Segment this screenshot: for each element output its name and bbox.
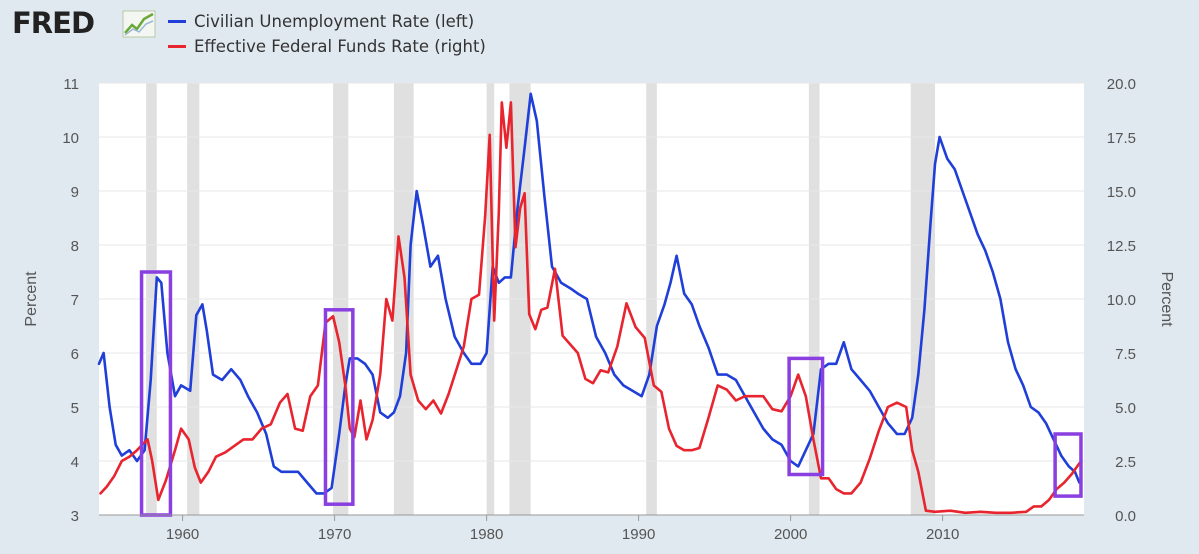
legend-item-unemployment: Civilian Unemployment Rate (left) <box>168 12 474 31</box>
y-left-tick-label: 10 <box>62 130 79 147</box>
x-tick-label: 1980 <box>470 526 503 543</box>
y-right-tick-label: 20.0 <box>1107 76 1136 93</box>
trend-line-icon <box>122 10 156 38</box>
chart-header: FRED Civilian Unemployment Rate (left) E… <box>0 0 1199 70</box>
y-axis-label-right: Percent <box>1158 271 1175 327</box>
y-left-tick-label: 6 <box>71 346 79 363</box>
x-tick-label: 2010 <box>926 526 959 543</box>
fred-logo: FRED <box>12 6 95 40</box>
y-left-tick-label: 8 <box>71 238 79 255</box>
y-left-tick-label: 3 <box>71 508 79 525</box>
y-right-tick-label: 12.5 <box>1107 238 1136 255</box>
x-tick-label: 1990 <box>622 526 655 543</box>
y-left-tick-label: 5 <box>71 400 79 417</box>
y-left-tick-label: 9 <box>71 184 79 201</box>
y-right-tick-label: 10.0 <box>1107 292 1136 309</box>
y-right-tick-label: 7.5 <box>1115 346 1136 363</box>
legend-label-unemployment: Civilian Unemployment Rate (left) <box>194 12 475 31</box>
legend-swatch-red <box>168 45 186 48</box>
y-right-tick-label: 0.0 <box>1115 508 1136 525</box>
y-left-tick-label: 4 <box>71 454 79 471</box>
x-tick-label: 2000 <box>774 526 807 543</box>
fed-funds-rate-line <box>99 101 1081 515</box>
y-right-tick-label: 2.5 <box>1115 454 1136 471</box>
unemployment-rate-line <box>97 92 1081 495</box>
legend-label-fedfunds: Effective Federal Funds Rate (right) <box>194 37 486 56</box>
axes: 3 4 5 6 7 8 9 10 11 0.0 2.5 5.0 7.5 10.0 12.5 15.0 17.5 2… <box>62 76 1136 543</box>
y-right-tick-label: 17.5 <box>1107 130 1136 147</box>
legend-swatch-blue <box>168 20 186 23</box>
x-tick-label: 1970 <box>318 526 351 543</box>
annotation-box-2 <box>787 356 825 477</box>
series-lines <box>97 92 1081 515</box>
y-left-tick-label: 11 <box>63 76 79 93</box>
y-axis-label-left: Percent <box>23 271 40 327</box>
annotation-box-3 <box>1053 432 1083 498</box>
annotation-box-1 <box>323 308 355 506</box>
legend-item-fedfunds: Effective Federal Funds Rate (right) <box>168 37 486 56</box>
y-left-tick-label: 7 <box>71 292 79 309</box>
y-right-tick-label: 5.0 <box>1115 400 1136 417</box>
x-tick-label: 1960 <box>166 526 199 543</box>
y-right-tick-label: 15.0 <box>1107 184 1136 201</box>
